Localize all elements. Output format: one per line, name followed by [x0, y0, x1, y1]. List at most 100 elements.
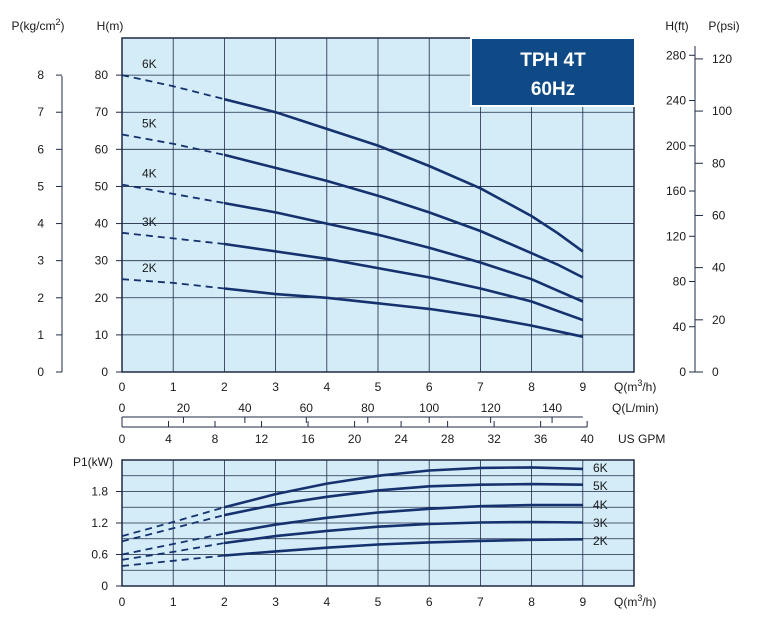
q-gpm-tick-label: 40 — [580, 432, 594, 446]
power-q-tick-label: 2 — [221, 595, 228, 609]
h-m-tick-label: 40 — [95, 217, 109, 231]
head-curve-label: 5K — [142, 116, 157, 130]
p-psi-tick-label: 40 — [712, 261, 726, 275]
p1-tick-label: 1.2 — [91, 516, 108, 530]
h-ft-tick-label: 160 — [666, 184, 686, 198]
power-curve-5K — [224, 482, 583, 517]
q-lmin-axis-label: Q(L/min) — [612, 401, 659, 415]
p-psi-axis-label: P(psi) — [708, 19, 739, 33]
p-kg-tick-label: 0 — [37, 365, 44, 379]
power-q-tick-label: 6 — [426, 595, 433, 609]
power-curve-4K — [224, 503, 583, 535]
model-badge-line1: TPH 4T — [520, 50, 586, 71]
h-m-tick-label: 0 — [101, 365, 108, 379]
q-m3h-axis-label: Q(m3/h) — [614, 378, 656, 394]
power-curve-label: 4K — [593, 498, 608, 512]
p-kg-tick-label: 6 — [37, 142, 44, 156]
q-m3h-tick-label: 4 — [323, 380, 330, 394]
h-ft-tick-label: 120 — [666, 229, 686, 243]
h-ft-tick-label: 200 — [666, 139, 686, 153]
h-m-tick-label: 20 — [95, 291, 109, 305]
power-q-tick-label: 9 — [579, 595, 586, 609]
p-kg-tick-label: 5 — [37, 179, 44, 193]
h-ft-axis-label: H(ft) — [665, 19, 688, 33]
p-kg-axis-label: P(kg/cm2) — [11, 17, 64, 33]
h-m-tick-label: 80 — [95, 68, 109, 82]
p-kg-tick-label: 1 — [37, 328, 44, 342]
q-gpm-tick-label: 32 — [487, 432, 501, 446]
head-curve-label: 3K — [142, 215, 157, 229]
h-ft-tick-label: 40 — [673, 320, 687, 334]
p-kg-tick-label: 4 — [37, 217, 44, 231]
power-curve-3K-dashed — [121, 542, 225, 561]
power-curve-2K — [224, 538, 583, 557]
p-kg-tick-label: 2 — [37, 291, 44, 305]
q-gpm-tick-label: 28 — [441, 432, 455, 446]
model-badge-box — [470, 37, 636, 107]
head-curve-6K — [224, 97, 584, 253]
q-lmin-tick-label: 40 — [238, 401, 252, 415]
h-m-tick-label: 70 — [95, 105, 109, 119]
p-psi-tick-label: 60 — [712, 208, 726, 222]
power-curve-2K-dashed — [121, 554, 225, 567]
p1-tick-label: 0.6 — [91, 548, 108, 562]
power-plot: 0 0.6 1.2 1.8 P1(kW) 0 1 2 3 4 5 6 7 8 9 Q(m3/h) 6K 5K 4K 3… — [73, 455, 656, 609]
p1-tick-label: 1.8 — [91, 485, 108, 499]
q-gpm-tick-label: 0 — [119, 432, 126, 446]
h-m-axis-label: H(m) — [97, 19, 124, 33]
h-ft-tick-label: 240 — [666, 94, 686, 108]
head-curve-label: 6K — [142, 57, 157, 71]
power-curve-6K-dashed — [121, 506, 225, 537]
q-gpm-tick-label: 16 — [301, 432, 315, 446]
head-curve-3K-dashed — [121, 231, 225, 245]
power-curve-4K-dashed — [121, 532, 225, 556]
q-m3h-tick-label: 9 — [579, 380, 586, 394]
power-q-tick-label: 5 — [375, 595, 382, 609]
q-m3h-tick-label: 6 — [426, 380, 433, 394]
q-m3h-tick-label: 1 — [170, 380, 177, 394]
model-badge-line2: 60Hz — [531, 79, 575, 100]
p-kg-tick-label: 7 — [37, 105, 44, 119]
q-lmin-tick-label: 20 — [177, 401, 191, 415]
p-kg-tick-label: 8 — [37, 68, 44, 82]
head-curve-2K — [224, 287, 584, 338]
q-gpm-tick-label: 20 — [348, 432, 362, 446]
head-curve-2K-dashed — [121, 278, 225, 290]
q-gpm-tick-label: 36 — [534, 432, 548, 446]
p-psi-tick-label: 120 — [712, 52, 732, 66]
head-curve-4K — [224, 201, 584, 303]
q-gpm-tick-label: 8 — [212, 432, 219, 446]
q-lmin-tick-label: 100 — [419, 401, 439, 415]
power-q-tick-label: 1 — [170, 595, 177, 609]
h-m-tick-label: 60 — [95, 142, 109, 156]
power-q-tick-label: 7 — [477, 595, 484, 609]
q-gpm-axis-label: US GPM — [618, 432, 665, 446]
power-q-tick-label: 0 — [119, 595, 126, 609]
p-psi-tick-label: 80 — [712, 156, 726, 170]
head-curve-3K — [224, 242, 584, 322]
power-q-tick-label: 8 — [528, 595, 535, 609]
head-curve-5K — [224, 153, 584, 279]
q-lmin-tick-label: 120 — [481, 401, 501, 415]
p-psi-tick-label: 100 — [712, 104, 732, 118]
h-ft-tick-label: 280 — [666, 48, 686, 62]
q-lmin-tick-label: 60 — [300, 401, 314, 415]
head-curve-4K-dashed — [121, 183, 225, 204]
h-ft-tick-label: 80 — [673, 275, 687, 289]
head-curve-label: 2K — [142, 261, 157, 275]
head-curve-6K-dashed — [121, 74, 225, 101]
q-m3h-tick-label: 8 — [528, 380, 535, 394]
q-gpm-tick-label: 24 — [394, 432, 408, 446]
q-lmin-tick-label: 80 — [361, 401, 375, 415]
h-m-tick-label: 50 — [95, 179, 109, 193]
q-m3h-tick-label: 7 — [477, 380, 484, 394]
p-psi-tick-label: 20 — [712, 313, 726, 327]
model-badge: TPH 4T 60Hz — [470, 37, 636, 107]
power-curve-label: 6K — [593, 461, 608, 475]
power-q-axis-label: Q(m3/h) — [614, 593, 656, 609]
power-curve-label: 2K — [593, 534, 608, 548]
q-m3h-tick-label: 0 — [119, 380, 126, 394]
q-lmin-tick-label: 0 — [119, 401, 126, 415]
power-curve-3K — [224, 520, 583, 545]
